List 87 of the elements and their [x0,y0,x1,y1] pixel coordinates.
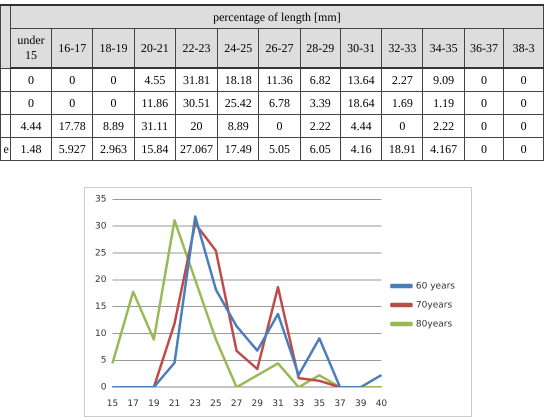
data-label: 17.78 [52,114,93,138]
category-label: 18-19 [92,28,134,68]
y-tick-label: 5 [100,356,106,366]
data-label: 30.51 [175,92,218,114]
legend-label: 60 years [416,281,456,292]
data-label: 17.49 [218,138,259,160]
data-label: 25.42 [218,92,259,114]
data-label: 18.64 [340,92,382,114]
y-tick-label: 30 [95,222,107,232]
data-label: 18.91 [382,138,423,160]
data-label: 31.11 [134,114,176,138]
category-label: 20-21 [134,28,176,68]
data-label: 1.69 [382,92,423,114]
category-label: 16-17 [52,28,93,68]
y-tick-label: 10 [95,328,107,339]
legend-label: 70years [416,300,452,310]
data-label: 27.067 [175,138,218,160]
x-tick-label: 37 [334,398,346,409]
y-tick-label: 20 [95,275,107,286]
data-label: 4.44 [340,114,382,138]
data-label: 0 [464,68,504,92]
data-label: 0 [10,92,52,114]
text: percentage of length [mm] [10,5,544,28]
data-label: 0 [504,92,544,114]
data-label: 4.44 [10,114,52,138]
data-label: 0 [464,138,504,160]
category-label: 22-23 [175,28,218,68]
y-tick-label: 35 [95,194,106,205]
data-label: 8.89 [92,114,134,138]
data-label: 5.927 [52,138,93,160]
data-label: 2.963 [92,138,134,160]
y-tick-label: 25 [95,248,106,258]
category-label: 32-33 [382,28,423,68]
data-label: 13.64 [340,68,382,92]
legend-label: e [0,138,10,160]
data-label: 20 [175,114,218,138]
data-label: 0 [10,68,52,92]
data-label: 11.86 [134,92,176,114]
data-label: 5.05 [258,138,300,160]
x-tick-label: 31 [272,398,284,409]
legend-label: 80years [416,319,452,330]
data-label: 0 [382,114,423,138]
data-label: 15.84 [134,138,176,160]
x-tick-label: 39 [355,398,367,409]
data-label: 18.18 [218,68,259,92]
data-label: 6.82 [300,68,340,92]
data-label: 4.167 [422,138,464,160]
data-label: 4.16 [340,138,382,160]
data-label: 2.22 [422,114,464,138]
x-tick-label: 25 [210,398,222,409]
x-tick-label: 40 [376,398,388,409]
data-label: 6.78 [258,92,300,114]
category-label: 26-27 [258,28,300,68]
category-label: 24-25 [218,28,259,68]
data-label: 0 [504,68,544,92]
data-label: 0 [464,92,504,114]
x-tick-label: 23 [189,398,201,409]
data-label: 4.55 [134,68,176,92]
data-label: 31.81 [175,68,218,92]
x-tick-label: 29 [252,398,264,409]
category-label: 34-35 [422,28,464,68]
data-label: 0 [258,114,300,138]
x-tick-label: 33 [292,398,304,409]
y-tick-label: 0 [100,382,107,393]
data-label: 0 [504,138,544,160]
data-label: 2.27 [382,68,423,92]
data-label: 6.05 [300,138,340,160]
data-label: 1.19 [422,92,464,114]
data-label: 2.22 [300,114,340,138]
x-tick-label: 19 [148,398,160,409]
x-tick-label: 17 [127,398,139,409]
x-tick-label: 35 [314,398,326,409]
category-label: under 15 [10,28,52,68]
data-label: 9.09 [422,68,464,92]
category-label: 36-37 [464,28,504,68]
data-label: 11.36 [258,68,300,92]
data-label: 8.89 [218,114,259,138]
x-tick-label: 27 [230,398,242,409]
data-label: 0 [504,114,544,138]
data-label: 3.39 [300,92,340,114]
data-label: 0 [464,114,504,138]
category-label: 38-3 [504,28,544,68]
x-tick-label: 21 [168,398,180,409]
y-tick-label: 15 [95,302,106,312]
data-label: 1.48 [10,138,52,160]
category-label: 28-29 [300,28,340,68]
category-label: 30-31 [340,28,382,68]
